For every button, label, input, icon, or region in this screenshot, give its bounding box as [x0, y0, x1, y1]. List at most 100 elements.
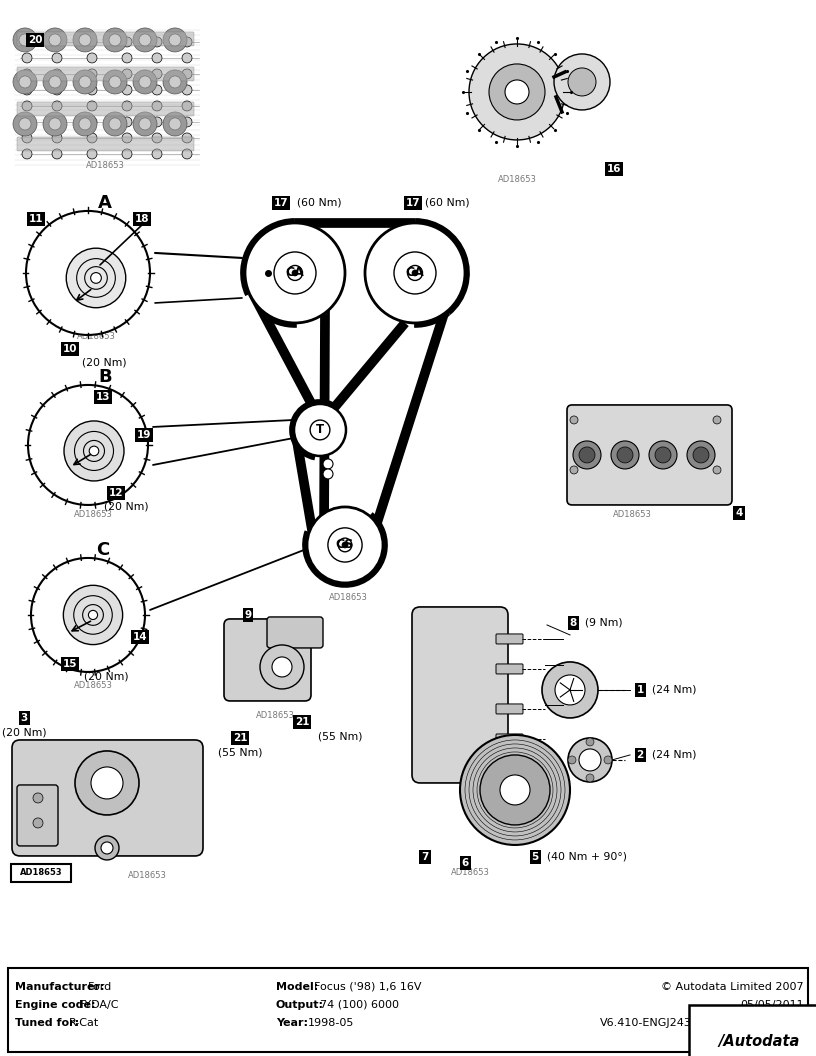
FancyBboxPatch shape — [17, 137, 194, 151]
Circle shape — [604, 756, 612, 763]
Text: A: A — [98, 194, 112, 212]
Text: (20 Nm): (20 Nm) — [82, 358, 126, 367]
Circle shape — [542, 662, 598, 718]
Circle shape — [152, 133, 162, 143]
FancyBboxPatch shape — [12, 733, 207, 883]
Text: Focus ('98) 1,6 16V: Focus ('98) 1,6 16V — [314, 982, 422, 992]
FancyBboxPatch shape — [496, 704, 523, 714]
Text: 7: 7 — [421, 852, 428, 862]
Circle shape — [22, 149, 32, 159]
Text: 19: 19 — [137, 430, 151, 440]
Circle shape — [13, 27, 37, 52]
Circle shape — [469, 44, 565, 140]
Circle shape — [49, 76, 61, 88]
Text: 1: 1 — [636, 685, 644, 695]
Circle shape — [109, 76, 121, 88]
Text: AD18653: AD18653 — [73, 510, 113, 518]
Circle shape — [342, 542, 348, 548]
Text: (24 Nm): (24 Nm) — [652, 685, 697, 695]
Text: B: B — [98, 367, 112, 385]
Text: (60 Nm): (60 Nm) — [297, 197, 342, 208]
Circle shape — [122, 149, 132, 159]
Text: Ford: Ford — [88, 982, 113, 992]
Text: Manufacturer:: Manufacturer: — [15, 982, 104, 992]
Circle shape — [182, 69, 192, 79]
Circle shape — [122, 84, 132, 95]
FancyBboxPatch shape — [267, 617, 323, 648]
Text: 74 (100) 6000: 74 (100) 6000 — [320, 1000, 399, 1010]
Circle shape — [139, 34, 151, 46]
Circle shape — [122, 37, 132, 46]
Circle shape — [365, 223, 465, 323]
Circle shape — [407, 265, 423, 281]
FancyBboxPatch shape — [562, 390, 757, 525]
Text: C: C — [96, 541, 109, 559]
Circle shape — [294, 404, 346, 456]
Circle shape — [43, 27, 67, 52]
FancyBboxPatch shape — [412, 607, 508, 782]
Text: (40 Nm + 90°): (40 Nm + 90°) — [547, 852, 627, 862]
Circle shape — [169, 34, 181, 46]
Circle shape — [22, 117, 32, 127]
Circle shape — [133, 27, 157, 52]
Circle shape — [687, 441, 715, 469]
Circle shape — [169, 118, 181, 130]
Circle shape — [91, 767, 123, 799]
Circle shape — [163, 70, 187, 94]
Text: (55 Nm): (55 Nm) — [318, 732, 362, 742]
Circle shape — [13, 112, 37, 136]
Circle shape — [323, 469, 333, 479]
Text: 13: 13 — [95, 392, 110, 402]
Circle shape — [22, 84, 32, 95]
Circle shape — [103, 70, 127, 94]
Circle shape — [163, 112, 187, 136]
Circle shape — [52, 69, 62, 79]
Circle shape — [568, 756, 576, 763]
Circle shape — [139, 118, 151, 130]
Circle shape — [64, 421, 124, 480]
Text: (20 Nm): (20 Nm) — [104, 502, 149, 512]
Text: R-Cat: R-Cat — [69, 1018, 100, 1027]
Circle shape — [570, 466, 578, 474]
Circle shape — [611, 441, 639, 469]
Text: 15: 15 — [63, 659, 78, 668]
Circle shape — [586, 774, 594, 781]
Text: Tuned for:: Tuned for: — [15, 1018, 79, 1027]
Circle shape — [292, 270, 298, 276]
Text: V6.410-ENGJ243196: V6.410-ENGJ243196 — [600, 1018, 713, 1027]
Circle shape — [245, 223, 345, 323]
Circle shape — [579, 749, 601, 771]
Circle shape — [33, 818, 43, 828]
Circle shape — [109, 34, 121, 46]
Circle shape — [713, 416, 721, 423]
Text: 8: 8 — [570, 618, 577, 628]
Text: AD18653: AD18653 — [498, 175, 536, 184]
FancyBboxPatch shape — [11, 864, 71, 882]
Circle shape — [87, 133, 97, 143]
Circle shape — [75, 751, 139, 815]
FancyBboxPatch shape — [496, 734, 523, 743]
Text: AD18653: AD18653 — [20, 868, 62, 878]
Circle shape — [103, 112, 127, 136]
Circle shape — [95, 836, 119, 860]
Text: CA: CA — [406, 266, 424, 280]
Circle shape — [79, 76, 91, 88]
Text: 21: 21 — [295, 717, 309, 727]
Circle shape — [182, 37, 192, 46]
Circle shape — [43, 112, 67, 136]
Circle shape — [182, 117, 192, 127]
Circle shape — [89, 446, 99, 456]
Circle shape — [88, 610, 98, 620]
Circle shape — [579, 447, 595, 463]
Circle shape — [489, 64, 545, 120]
Text: AD18653: AD18653 — [127, 871, 166, 880]
Circle shape — [272, 657, 292, 677]
Circle shape — [152, 149, 162, 159]
Circle shape — [26, 211, 150, 335]
Text: AD18653: AD18653 — [613, 510, 651, 518]
Circle shape — [66, 248, 126, 307]
Circle shape — [101, 842, 113, 854]
FancyBboxPatch shape — [12, 27, 207, 175]
Text: 17: 17 — [406, 197, 420, 208]
Circle shape — [152, 84, 162, 95]
